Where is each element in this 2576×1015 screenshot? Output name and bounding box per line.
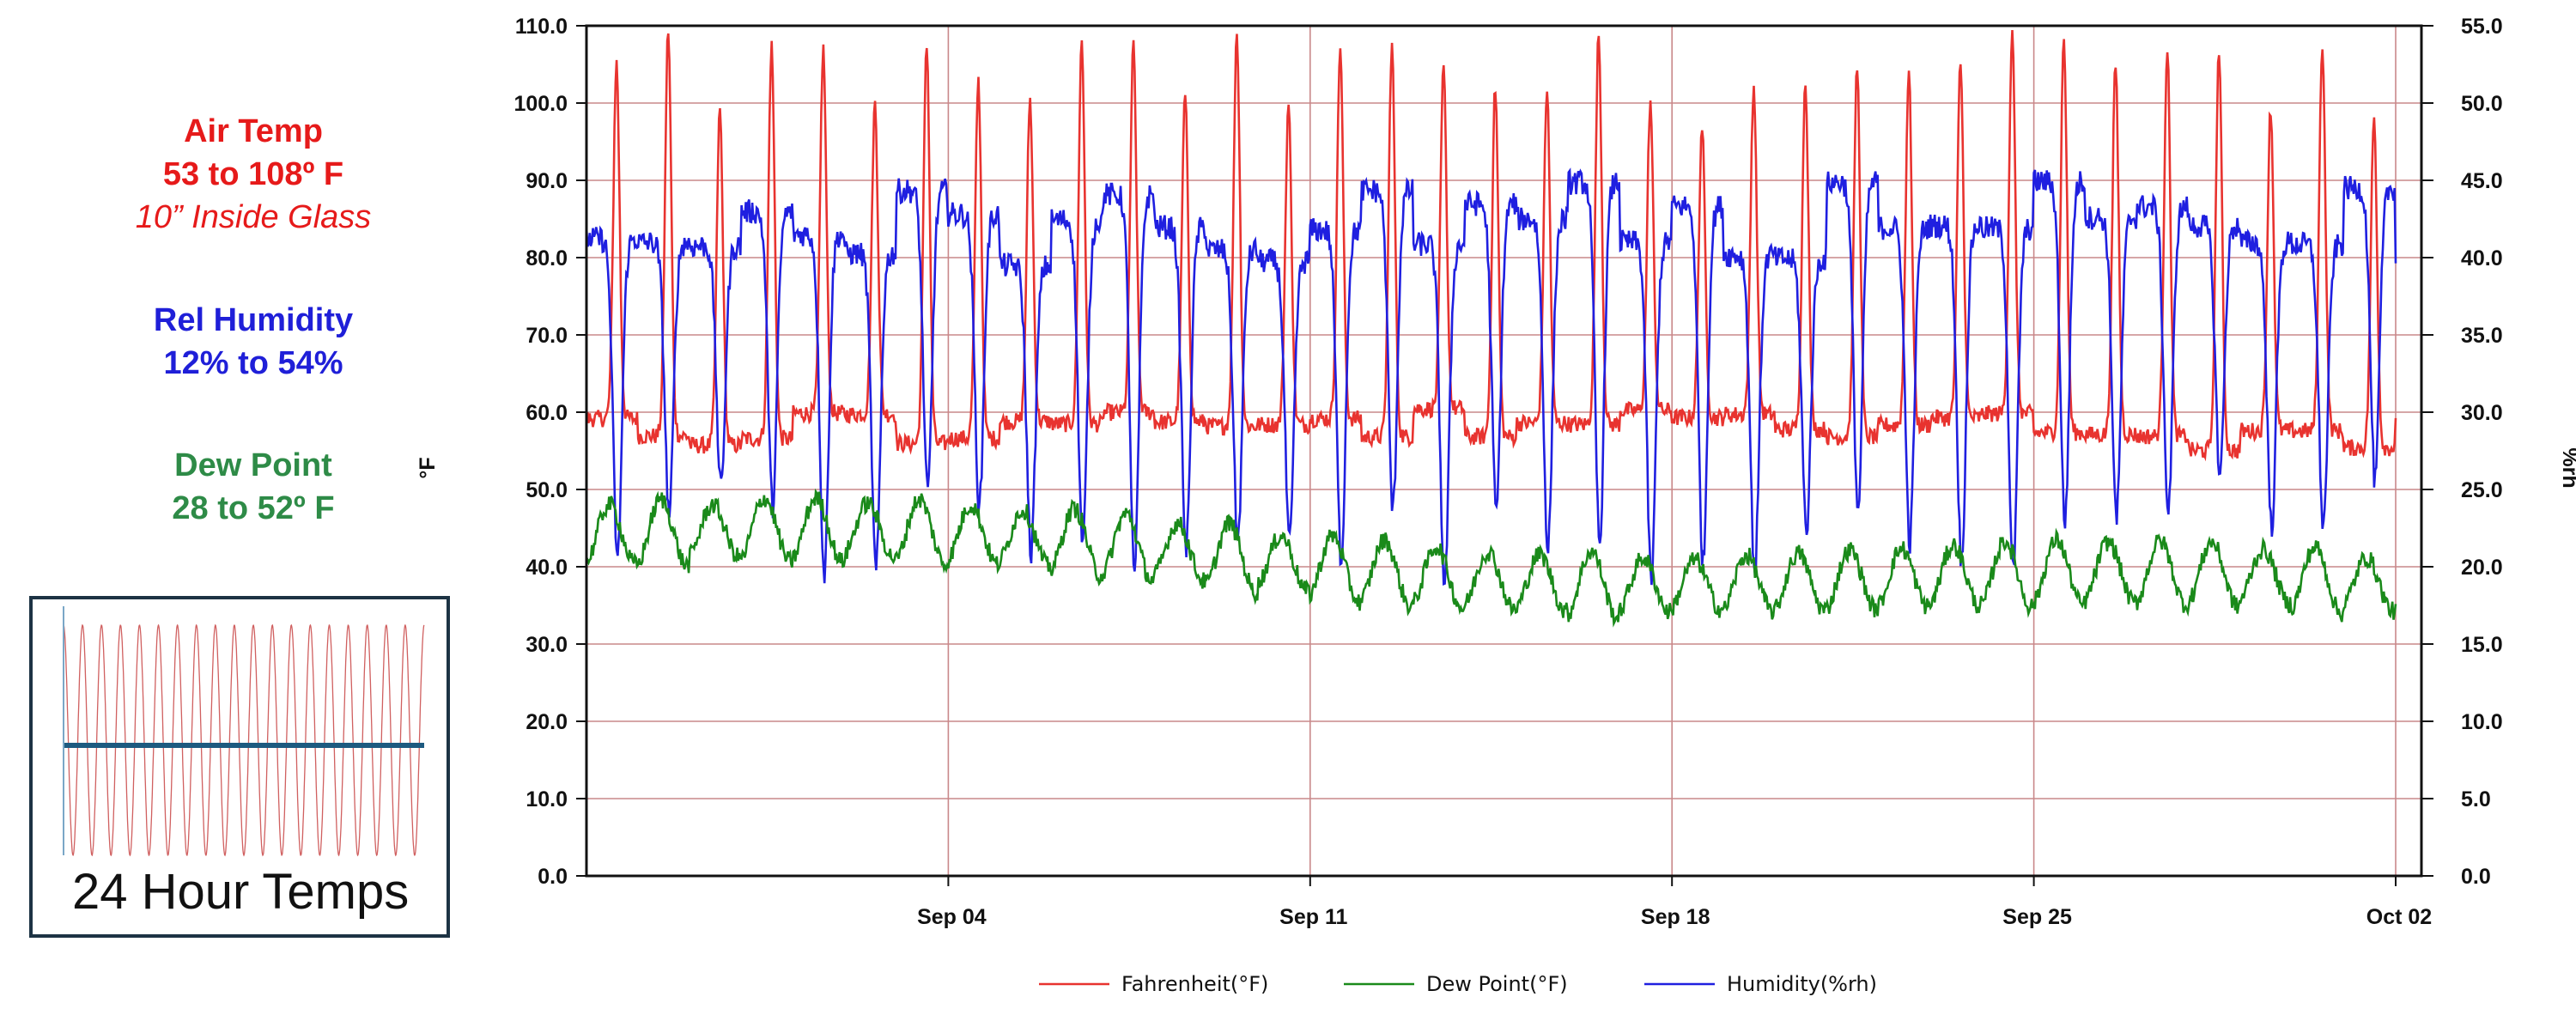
x-tick-label: Sep 18 <box>1641 905 1710 929</box>
x-tick-label: Sep 04 <box>917 905 987 929</box>
y-left-tick-label: 100.0 <box>513 92 568 116</box>
y-right-tick-label: 25.0 <box>2461 478 2503 502</box>
inset-chart <box>63 606 425 857</box>
y-right-tick-label: 15.0 <box>2461 633 2503 657</box>
y-left-tick-label: 90.0 <box>526 169 568 193</box>
rel-humidity-note: Rel Humidity 12% to 54% <box>0 299 507 385</box>
rel-humidity-range: 12% to 54% <box>163 345 343 381</box>
y-right-tick-label: 55.0 <box>2461 15 2503 39</box>
y-left-tick-label: 60.0 <box>526 401 568 425</box>
y-left-tick-label: 20.0 <box>526 710 568 734</box>
air-temp-sensor-note: 10” Inside Glass <box>135 199 372 235</box>
y-left-tick-label: 30.0 <box>526 633 568 657</box>
y-right-tick-label: 50.0 <box>2461 92 2503 116</box>
y-left-tick-label: 10.0 <box>526 787 568 811</box>
y-right-tick-label: 20.0 <box>2461 556 2503 580</box>
x-tick-label: Sep 11 <box>1279 905 1347 929</box>
legend-entry: Humidity(%rh) <box>1727 972 1877 996</box>
y-left-tick-label: 80.0 <box>526 246 568 270</box>
y-right-tick-label: 10.0 <box>2461 710 2503 734</box>
y-right-ticks: 0.0 5.0 10.0 15.0 20.0 25.0 30.0 35.0 40.0 45.0 50… <box>2421 15 2503 889</box>
inset-temp-wave <box>63 623 425 857</box>
chart-grid <box>586 25 2421 876</box>
series-layer <box>585 30 2397 628</box>
y-left-axis-label: °F <box>416 457 440 478</box>
inset-24-hour-temps: 24 Hour Temps <box>29 596 450 938</box>
y-right-tick-label: 30.0 <box>2461 401 2503 425</box>
y-right-tick-label: 40.0 <box>2461 246 2503 270</box>
legend-entry: Dew Point(°F) <box>1426 972 1568 996</box>
x-tick-label: Sep 25 <box>2002 905 2072 929</box>
legend: Fahrenheit(°F) Dew Point(°F) Humidity(%rh) <box>1039 972 1877 996</box>
y-right-tick-label: 5.0 <box>2461 787 2491 811</box>
series-line-dew-point <box>585 488 2397 628</box>
y-left-tick-label: 110.0 <box>515 15 568 39</box>
plot-frame <box>585 24 2423 878</box>
y-left-tick-label: 50.0 <box>526 478 568 502</box>
air-temp-note: Air Temp 53 to 108º F 10” Inside Glass <box>0 110 507 239</box>
air-temp-range: 53 to 108º F <box>162 156 344 192</box>
x-tick-label: Oct 02 <box>2366 905 2432 929</box>
y-left-ticks: 0.0 10.0 20.0 30.0 40.0 50.0 60.0 70.0 80.0 90.0 1… <box>513 15 586 889</box>
dew-point-range: 28 to 52º F <box>172 490 335 526</box>
y-left-tick-label: 0.0 <box>538 865 568 889</box>
y-right-tick-label: 35.0 <box>2461 324 2503 348</box>
y-right-tick-label: 0.0 <box>2461 865 2491 889</box>
x-ticks: Sep 04 Sep 11 Sep 18 Sep 25 Oct 02 <box>917 876 2432 929</box>
y-right-axis-label: %rh <box>2558 447 2576 488</box>
rel-humidity-title: Rel Humidity <box>153 302 354 338</box>
y-left-tick-label: 70.0 <box>526 324 568 348</box>
dew-point-title: Dew Point <box>174 447 332 483</box>
series-line-humidity <box>585 167 2397 586</box>
y-left-tick-label: 40.0 <box>526 556 568 580</box>
y-right-tick-label: 45.0 <box>2461 169 2503 193</box>
inset-label: 24 Hour Temps <box>72 864 410 920</box>
air-temp-title: Air Temp <box>184 113 323 149</box>
dew-point-note: Dew Point 28 to 52º F <box>0 444 507 530</box>
legend-entry: Fahrenheit(°F) <box>1121 972 1268 996</box>
series-line-fahrenheit <box>585 30 2397 462</box>
